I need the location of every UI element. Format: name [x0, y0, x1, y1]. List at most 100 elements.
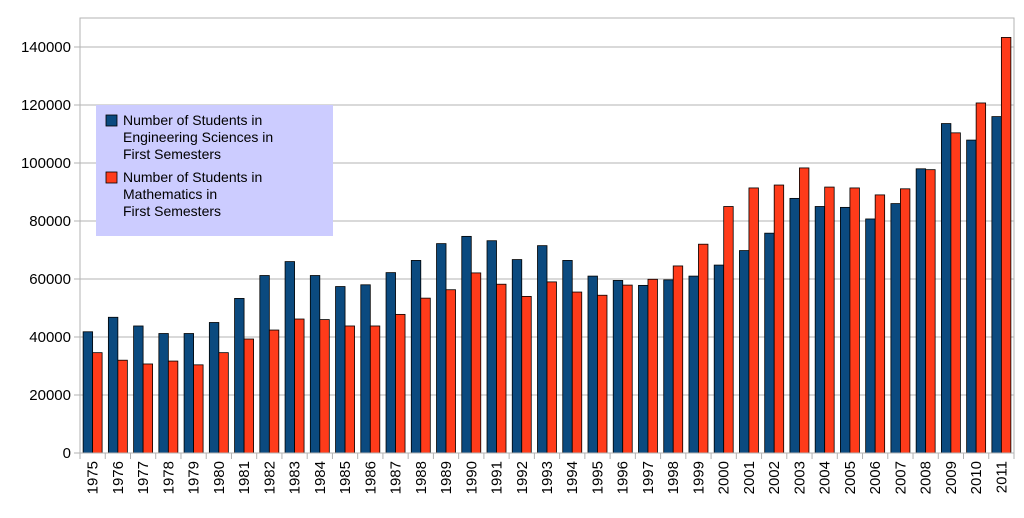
- bar-engineering: [915, 168, 927, 454]
- y-tick-label: 100000: [21, 155, 71, 172]
- y-tick-label: 80000: [29, 213, 71, 230]
- legend-label: First Semesters: [123, 203, 221, 219]
- bar-engineering: [638, 284, 649, 454]
- bar-mathematics: [117, 359, 128, 454]
- bar-mathematics: [470, 272, 482, 454]
- bar-engineering: [461, 235, 472, 454]
- bar-engineering: [234, 298, 245, 454]
- y-axis-ticks: 0 20000 40000 60000 80000 100000 120000 140000: [21, 39, 80, 462]
- bar-mathematics: [824, 186, 835, 454]
- bar-mathematics: [521, 295, 532, 454]
- x-tick-label: 1975: [85, 461, 102, 494]
- bar-mathematics: [773, 184, 785, 454]
- y-tick-label: 40000: [29, 329, 71, 346]
- x-tick-label: 1992: [514, 461, 531, 494]
- bar-mathematics: [445, 289, 456, 454]
- bar-mathematics: [622, 284, 633, 454]
- bar-engineering: [865, 218, 876, 454]
- x-tick-label: 2005: [842, 461, 859, 494]
- x-tick-label: 1994: [564, 461, 581, 494]
- x-tick-label: 2003: [791, 461, 808, 494]
- x-tick-label: 1976: [110, 461, 127, 494]
- bar-mathematics: [723, 206, 734, 454]
- bar-engineering: [385, 272, 396, 454]
- x-tick-label: 1993: [539, 461, 556, 494]
- bar-mathematics: [193, 364, 204, 454]
- x-tick-label: 2006: [867, 461, 884, 494]
- bar-mathematics: [420, 297, 431, 454]
- x-tick-label: 1982: [261, 461, 278, 494]
- bar-mathematics: [647, 278, 658, 454]
- bar-engineering: [789, 197, 800, 454]
- bar-engineering: [739, 250, 750, 454]
- bar-engineering: [537, 245, 548, 454]
- bar-engineering: [840, 206, 851, 454]
- bar-engineering: [486, 240, 497, 454]
- x-axis-ticks: 1975 1976 1977 1978 1979 1980 1981 1982 1983 1984…: [79, 453, 1015, 494]
- x-tick-label: 2004: [817, 461, 834, 494]
- bar-engineering: [764, 232, 775, 454]
- bar-mathematics: [1000, 37, 1012, 454]
- bar-mathematics: [294, 318, 305, 454]
- x-tick-label: 1978: [160, 461, 177, 494]
- bar-engineering: [562, 260, 573, 454]
- bar-engineering: [82, 331, 94, 454]
- bar-mathematics: [698, 243, 709, 454]
- bar-engineering: [107, 316, 119, 454]
- legend-label: First Semesters: [123, 146, 221, 162]
- x-tick-label: 2001: [741, 461, 758, 494]
- bar-mathematics: [597, 294, 608, 454]
- bar-engineering: [183, 333, 194, 454]
- x-tick-label: 1995: [589, 461, 606, 494]
- bar-engineering: [436, 243, 447, 454]
- bar-engineering: [991, 116, 1002, 454]
- bar-mathematics: [319, 319, 330, 454]
- bar-mathematics: [167, 360, 179, 454]
- x-tick-label: 2000: [716, 461, 733, 494]
- legend-label: Engineering Sciences in: [123, 129, 273, 145]
- x-tick-label: 2002: [766, 461, 783, 494]
- x-tick-label: 1988: [413, 461, 430, 494]
- bar-engineering: [335, 286, 346, 454]
- bar-mathematics: [571, 291, 583, 454]
- x-tick-label: 1981: [236, 461, 253, 494]
- bar-mathematics: [748, 187, 759, 454]
- y-tick-label: 20000: [29, 387, 71, 404]
- x-tick-label: 1986: [362, 461, 379, 494]
- y-tick-label: 60000: [29, 271, 71, 288]
- bar-engineering: [309, 275, 321, 454]
- x-tick-label: 1979: [186, 461, 203, 494]
- bar-mathematics: [672, 265, 684, 454]
- plot-frame: [79, 17, 1015, 454]
- bar-engineering: [410, 260, 422, 454]
- x-tick-label: 2009: [943, 461, 960, 494]
- bar-mathematics: [849, 187, 860, 454]
- axes: [79, 17, 1015, 454]
- x-tick-label: 1984: [312, 461, 329, 494]
- bar-engineering: [587, 275, 598, 454]
- y-tick-label: 0: [63, 445, 71, 462]
- bar-mathematics: [395, 313, 406, 454]
- bar-mathematics: [218, 352, 229, 454]
- x-tick-label: 2007: [892, 461, 909, 494]
- legend-box: [96, 105, 333, 236]
- bar-mathematics: [950, 132, 961, 454]
- x-tick-label: 1989: [438, 461, 455, 494]
- bar-engineering: [158, 333, 169, 454]
- bar-engineering: [208, 322, 220, 454]
- legend-label: Mathematics in: [123, 186, 217, 202]
- y-tick-label: 140000: [21, 39, 71, 56]
- bar-engineering: [814, 206, 826, 454]
- bar-engineering: [940, 123, 952, 454]
- x-tick-label: 1985: [337, 461, 354, 494]
- x-tick-label: 2011: [993, 461, 1010, 493]
- legend-swatch-mathematics: [105, 171, 118, 184]
- bar-engineering: [663, 279, 674, 454]
- bar-engineering: [612, 280, 624, 454]
- x-tick-label: 1980: [211, 461, 228, 494]
- x-tick-label: 1977: [135, 461, 152, 494]
- bar-engineering: [890, 203, 901, 454]
- bar-engineering: [966, 139, 977, 454]
